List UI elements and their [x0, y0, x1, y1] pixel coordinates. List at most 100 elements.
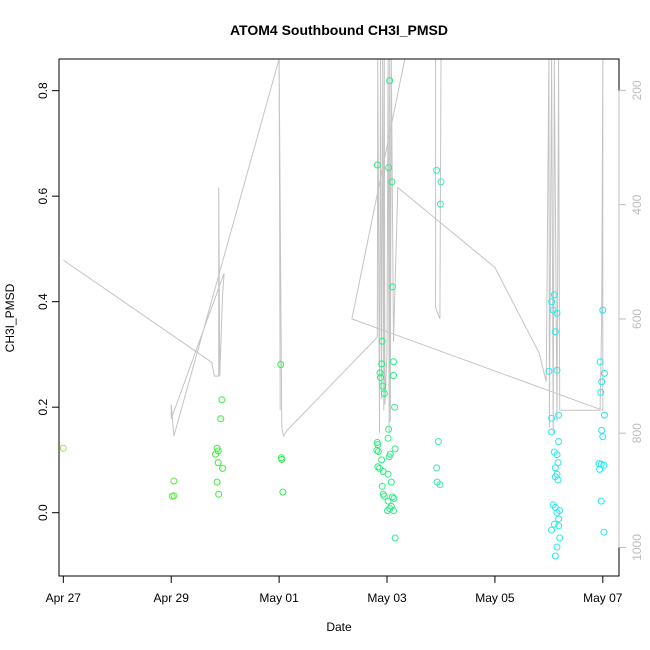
pressure-series-line — [63, 59, 604, 438]
x-tick-label-0: Apr 27 — [46, 591, 82, 605]
data-point-61 — [433, 464, 441, 472]
data-point-63 — [436, 481, 444, 489]
y-tick-label-4: 0.8 — [36, 82, 50, 99]
data-point-38 — [388, 283, 396, 291]
pressure-line-layer — [63, 59, 604, 438]
data-point-49 — [388, 493, 396, 501]
data-point-3 — [168, 492, 176, 500]
data-point-60 — [434, 438, 442, 445]
data-point-1 — [170, 477, 178, 485]
data-point-39 — [390, 358, 397, 366]
data-point-71 — [548, 414, 556, 422]
data-point-12 — [219, 464, 226, 472]
y2-tick-label-0: 200 — [630, 80, 644, 100]
data-point-93 — [596, 358, 604, 366]
x-axis-label: Date — [326, 620, 352, 634]
data-point-55 — [390, 507, 397, 515]
data-point-46 — [385, 453, 393, 461]
data-point-15 — [278, 455, 286, 463]
data-point-70 — [553, 366, 561, 374]
data-point-91 — [553, 543, 561, 551]
data-point-21 — [374, 448, 382, 455]
data-point-74 — [555, 438, 563, 445]
data-point-10 — [217, 415, 225, 423]
data-point-86 — [555, 515, 563, 523]
data-point-28 — [379, 382, 387, 390]
data-point-41 — [391, 403, 399, 411]
data-point-52 — [387, 502, 395, 510]
x-tick-label-4: May 05 — [475, 591, 515, 605]
data-point-8 — [213, 478, 221, 486]
y2-tick-label-2: 600 — [630, 309, 644, 329]
data-point-73 — [548, 428, 556, 436]
data-point-95 — [598, 378, 606, 386]
data-point-56 — [391, 534, 399, 542]
data-point-27 — [378, 337, 386, 345]
data-point-97 — [597, 388, 605, 396]
data-point-68 — [551, 328, 559, 336]
data-point-35 — [386, 77, 394, 85]
data-point-98 — [600, 411, 608, 419]
data-point-88 — [548, 526, 556, 534]
data-point-76 — [553, 451, 561, 459]
data-point-104 — [596, 465, 604, 473]
data-point-72 — [555, 411, 563, 419]
data-point-57 — [433, 166, 441, 174]
data-point-85 — [556, 507, 564, 515]
data-point-24 — [376, 369, 384, 377]
x-tick-label-1: Apr 29 — [154, 591, 190, 605]
data-point-65 — [550, 291, 558, 299]
y-axis-label: CH3I_PMSD — [3, 283, 17, 352]
data-point-20 — [373, 446, 381, 454]
data-point-103 — [600, 461, 608, 469]
data-point-96 — [600, 369, 608, 377]
data-point-48 — [387, 478, 395, 486]
data-point-16 — [279, 488, 287, 496]
data-point-106 — [600, 528, 608, 536]
data-point-17 — [373, 161, 381, 169]
data-point-9 — [215, 490, 223, 498]
data-point-99 — [598, 426, 606, 434]
y-axis-right: 200 400 600 800 1000 — [618, 80, 644, 561]
data-point-81 — [554, 476, 562, 484]
data-point-7 — [214, 459, 222, 467]
data-point-26 — [378, 360, 386, 368]
data-point-105 — [597, 497, 605, 505]
data-point-53 — [386, 505, 394, 512]
data-point-64 — [548, 298, 556, 306]
data-point-92 — [551, 552, 559, 560]
data-point-37 — [388, 178, 396, 186]
data-point-25 — [377, 374, 384, 382]
data-point-0 — [59, 444, 67, 452]
data-point-22 — [374, 463, 382, 471]
data-point-36 — [385, 164, 393, 172]
data-point-78 — [551, 464, 559, 472]
data-point-90 — [556, 534, 564, 542]
y2-tick-label-3: 800 — [630, 423, 644, 443]
data-point-29 — [378, 456, 386, 464]
chart-title: ATOM4 Southbound CH3I_PMSD — [230, 22, 448, 38]
data-point-30 — [378, 482, 386, 490]
y-tick-label-2: 0.4 — [36, 293, 50, 310]
data-point-100 — [599, 433, 607, 441]
x-tick-label-2: May 01 — [259, 591, 299, 605]
data-point-44 — [391, 445, 399, 453]
plot-frame — [58, 58, 620, 577]
y-tick-label-1: 0.2 — [36, 399, 50, 416]
data-point-40 — [390, 372, 397, 379]
y2-tick-label-1: 400 — [630, 194, 644, 214]
data-point-94 — [599, 306, 607, 314]
data-point-59 — [436, 200, 444, 208]
data-point-13 — [277, 361, 285, 368]
data-points-layer — [59, 77, 608, 560]
x-tick-label-5: May 07 — [583, 591, 623, 605]
y2-tick-label-4: 1000 — [630, 534, 644, 561]
data-point-34 — [380, 390, 388, 397]
data-point-6 — [214, 447, 222, 455]
data-point-50 — [390, 494, 398, 502]
data-point-89 — [555, 522, 563, 530]
data-point-42 — [385, 425, 393, 433]
data-point-11 — [218, 396, 226, 404]
data-point-77 — [554, 459, 562, 467]
data-point-43 — [384, 434, 392, 442]
